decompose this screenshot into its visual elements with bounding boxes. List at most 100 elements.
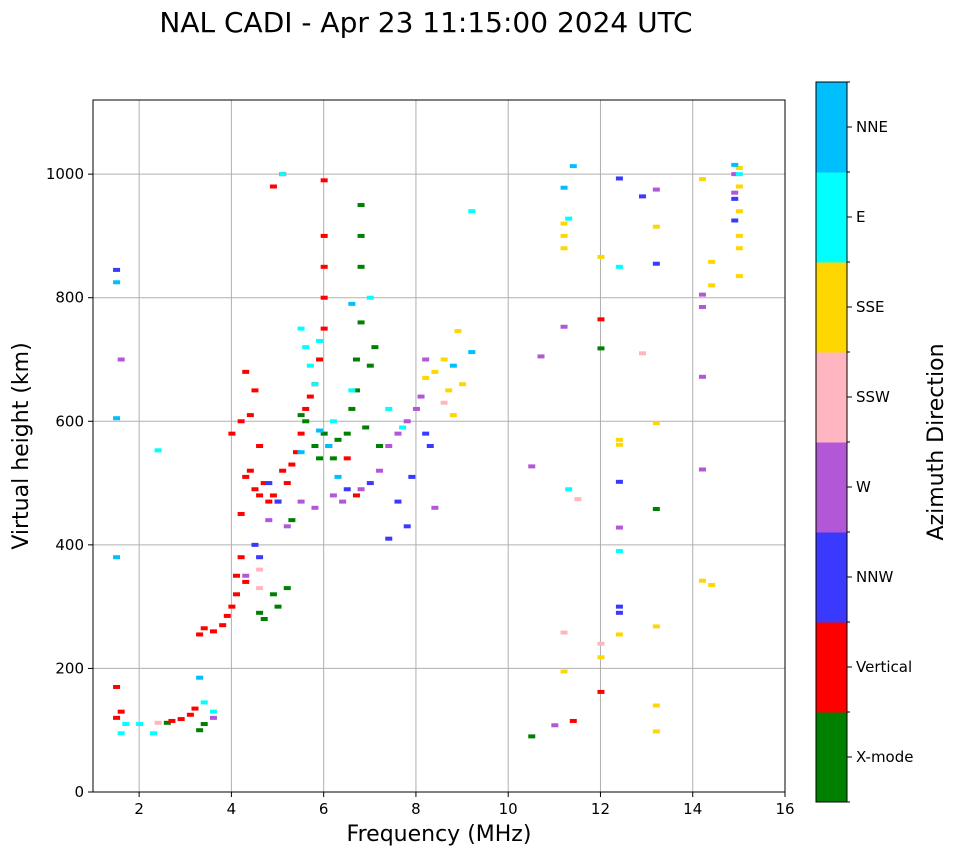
data-point [528,464,536,469]
data-point [320,178,328,183]
colorbar-segment [816,622,847,713]
x-axis-ticks: 2 4 6 8 10 12 14 16 [134,792,795,818]
data-point [237,511,245,516]
data-point [274,499,282,504]
data-point [283,586,291,591]
data-point [735,172,743,177]
data-point [357,264,365,269]
data-point [329,493,337,498]
colorbar-segment [816,262,847,353]
data-point [117,709,125,714]
data-point [403,419,411,424]
colorbar-label: NNW [856,568,893,586]
data-point [242,579,250,584]
data-point [343,487,351,492]
data-point [731,218,739,223]
data-point [615,442,623,447]
data-point [652,507,660,512]
x-tick-label: 2 [134,800,144,818]
data-point [615,264,623,269]
data-point [708,259,716,264]
data-point [200,626,208,631]
colorbar-segment [816,352,847,443]
data-point [454,329,462,334]
data-point [652,703,660,708]
series-nne [113,162,739,680]
data-point [269,493,277,498]
series-vertical [113,172,605,723]
data-points [113,162,743,739]
data-point [186,712,194,717]
data-point [242,573,250,578]
data-point [352,388,360,393]
x-tick-label: 4 [227,800,237,818]
data-point [652,624,660,629]
data-point [297,326,305,331]
data-point [731,190,739,195]
data-point [560,233,568,238]
data-point [154,448,162,453]
data-point [246,413,254,418]
data-point [366,295,374,300]
data-point [597,254,605,259]
colorbar-segment [816,712,847,803]
colorbar-segment [816,172,847,263]
data-point [615,604,623,609]
data-point [652,261,660,266]
data-point [306,394,314,399]
data-point [283,481,291,486]
data-point [320,264,328,269]
data-point [615,610,623,615]
data-point [638,194,646,199]
data-point [528,734,536,739]
data-point [426,444,434,448]
data-point [708,583,716,588]
data-point [209,629,217,634]
data-point [735,165,743,170]
data-point [357,203,365,208]
data-point [597,655,605,660]
data-point [228,604,236,609]
data-point [251,542,259,547]
colorbar-label: Vertical [856,658,912,676]
data-point [122,722,130,727]
data-point [399,425,407,430]
data-point [408,474,416,479]
x-tick-label: 12 [591,800,610,818]
series-nnw [113,176,739,615]
data-point [565,216,573,221]
data-point [468,209,476,214]
data-point [334,437,342,442]
data-point [177,717,185,722]
plot-area: 2 4 6 8 10 12 14 16 0 200 400 600 800 1000 [46,99,795,818]
data-point [708,283,716,288]
data-point [302,345,310,350]
x-tick-label: 10 [499,800,518,818]
data-point [320,295,328,300]
y-tick-label: 0 [74,783,84,801]
data-point [260,481,268,486]
data-point [297,431,305,436]
data-point [565,487,573,492]
data-point [394,499,402,504]
data-point [113,280,121,285]
series-w [117,172,739,728]
colorbar-label: X-mode [856,748,913,766]
data-point [274,604,282,609]
data-point [366,363,374,368]
data-point [560,669,568,674]
data-point [113,715,121,720]
y-axis-label: Virtual height (km) [9,342,34,549]
data-point [343,431,351,436]
data-point [366,481,374,486]
data-point [560,221,568,226]
data-point [209,709,217,714]
data-point [615,437,623,442]
data-point [376,444,384,448]
data-point [731,172,739,177]
data-point [233,573,241,578]
data-point [117,357,125,362]
data-point [731,196,739,201]
plot-frame [92,99,786,793]
data-point [638,351,646,356]
